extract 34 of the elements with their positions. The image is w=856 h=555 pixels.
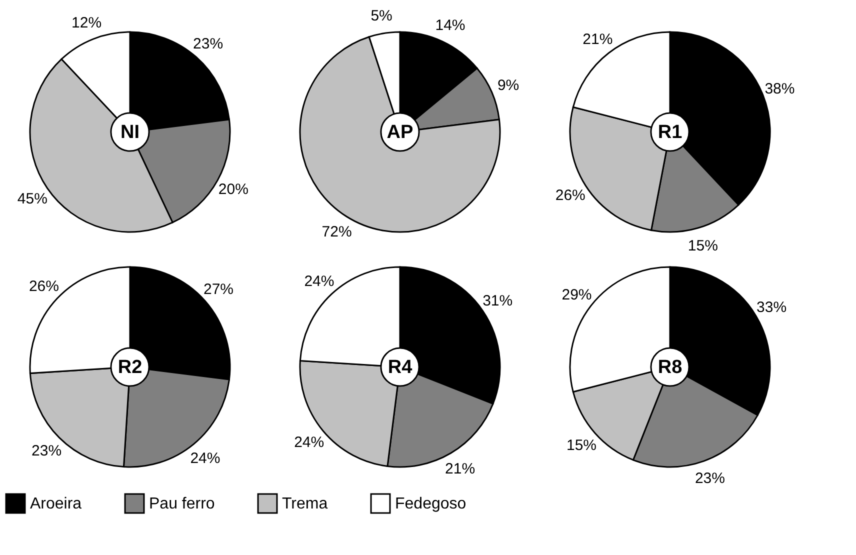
data-label: 26% xyxy=(555,187,586,204)
data-label: 9% xyxy=(497,77,520,94)
data-label: 23% xyxy=(193,35,224,52)
text: AP xyxy=(386,122,414,143)
data-label: 33% xyxy=(756,298,787,316)
data-label: 24% xyxy=(294,434,324,452)
data-label: 24% xyxy=(190,450,220,467)
data-label: 20% xyxy=(218,180,248,198)
data-label: 12% xyxy=(72,14,102,32)
data-label: 23% xyxy=(32,442,62,460)
legend-label: Pau ferro xyxy=(149,496,215,513)
data-label: 26% xyxy=(28,278,59,296)
legend-label: Fedegoso xyxy=(395,496,466,513)
data-label: 45% xyxy=(17,190,48,208)
data-label: 72% xyxy=(322,224,352,241)
text: R2 xyxy=(118,357,142,378)
data-label: 21% xyxy=(445,460,476,478)
data-label: 27% xyxy=(203,280,234,298)
data-label: 31% xyxy=(482,292,513,310)
data-label: 24% xyxy=(304,272,334,290)
data-label: 38% xyxy=(764,80,795,98)
data-label: 15% xyxy=(688,237,718,254)
data-label: 14% xyxy=(435,17,466,34)
text: R1 xyxy=(658,122,683,143)
text: R8 xyxy=(658,357,682,378)
legend-label: Aroeira xyxy=(30,496,82,513)
data-label: 21% xyxy=(582,30,613,48)
data-label: 23% xyxy=(694,470,725,488)
legend-label: Trema xyxy=(282,496,328,513)
text: NI xyxy=(120,122,140,143)
data-label: 15% xyxy=(566,437,597,454)
text: R4 xyxy=(388,357,413,378)
data-label: 29% xyxy=(562,286,592,304)
data-label: 5% xyxy=(370,7,392,24)
